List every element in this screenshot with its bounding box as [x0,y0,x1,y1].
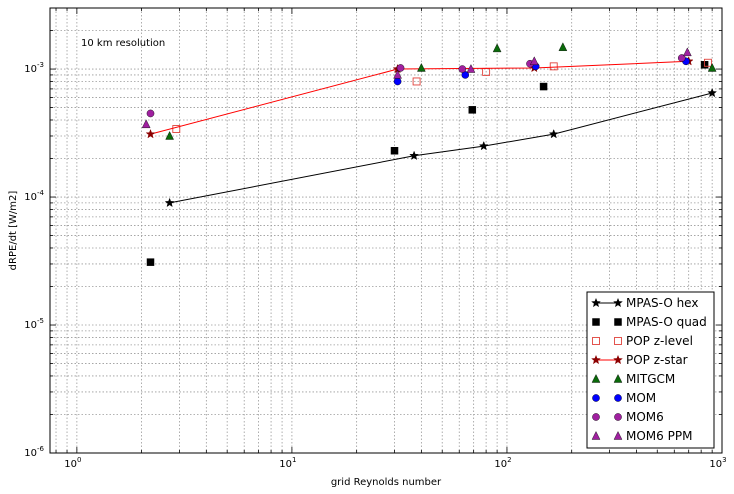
data-point-mom6-ppm [529,56,539,65]
y-tick-label-base: 10 [24,64,37,75]
y-tick-label: 10-3 [24,61,44,75]
x-tick-label: 100 [64,456,81,470]
y-tick-label: 10-5 [24,317,44,331]
data-point-mom6 [677,54,686,62]
data-point-pop-z-level [172,125,181,133]
legend-item-mpas-o-quad: MPAS-O quad [592,315,707,329]
legend-label: POP z-star [626,353,688,367]
x-tick-label-exponent: 1 [292,456,296,464]
series-group [141,42,718,266]
legend-label: MITGCM [626,372,675,386]
legend-label: MPAS-O quad [626,315,707,329]
x-tick-label: 102 [494,456,511,470]
legend-marker [613,354,623,365]
x-axis-label: grid Reynolds number [331,477,442,488]
y-tick-label-exponent: -5 [37,317,44,325]
series-mom6-ppm [141,47,692,129]
y-tick-label: 10-6 [24,445,44,459]
legend-marker [613,374,623,383]
y-tick-label-exponent: -4 [37,189,45,197]
legend-marker [592,337,600,345]
axes-frame [49,7,723,454]
legend-marker [592,394,600,402]
y-tick-label-base: 10 [24,192,37,203]
data-point-pop-z-level [703,58,712,67]
y-tick-label: 10-4 [24,189,44,203]
y-tick-label-base: 10 [24,320,37,331]
legend-item-mom6: MOM6 [592,410,664,424]
series-mitgcm [165,42,717,140]
data-point-mpas-o-quad [468,106,477,114]
x-tick-label-base: 10 [64,459,77,470]
data-point-mpas-o-hex [478,140,489,151]
legend-item-mom: MOM [592,391,656,405]
series-mpas-o-hex [164,87,718,208]
legend-marker [614,413,622,421]
legend-marker [592,413,600,421]
legend-item-pop-z-level: POP z-level [592,334,693,348]
data-point-mpas-o-hex [164,197,175,208]
data-point-mitgcm [558,42,568,51]
data-point-mom6 [458,65,467,73]
legend-label: POP z-level [626,334,693,348]
data-point-pop-z-star [145,128,156,139]
x-tick-label-base: 10 [709,459,722,470]
y-tick-label-exponent: -3 [37,61,44,69]
legend-label: MPAS-O hex [626,296,698,310]
data-point-mpas-o-quad [390,146,399,155]
legend-label: MOM [626,391,656,405]
data-point-mitgcm [707,63,717,72]
legend-label: MOM6 [626,410,664,424]
data-point-mom6-ppm [141,119,151,129]
series-mom6 [146,54,686,118]
data-point-mpas-o-hex [548,128,559,139]
data-point-mitgcm [417,63,426,72]
legend-marker [592,318,600,326]
data-point-mpas-o-quad [146,258,155,266]
data-point-mom6-ppm [683,47,692,57]
data-point-pop-z-level [412,77,421,86]
x-tick-label-exponent: 0 [77,456,81,464]
legend-marker [614,318,622,326]
data-point-mom [393,77,402,86]
data-point-mpas-o-hex [707,87,718,98]
x-tick-label: 101 [279,456,296,470]
y-axis-label: dRPE/dt [W/m2] [8,191,19,271]
y-tick-label-exponent: -6 [37,445,45,453]
data-point-mom6 [146,109,155,118]
x-tick-label-exponent: 2 [507,456,511,464]
x-tick-label: 103 [709,456,726,470]
data-point-mom6-ppm [393,69,402,79]
legend-item-mpas-o-hex: MPAS-O hex [591,296,698,310]
legend-marker [613,297,623,308]
resolution-annotation: 10 km resolution [81,38,165,49]
legend-item-mom6-ppm: MOM6 PPM [591,429,692,443]
legend-marker [591,354,601,365]
x-tick-label-exponent: 3 [722,456,726,464]
legend-marker [591,374,601,383]
grid [50,8,722,453]
legend-marker [614,394,622,402]
x-tick-label-base: 10 [494,459,507,470]
legend-box [586,291,715,449]
legend-marker [591,297,601,308]
data-point-mitgcm [492,43,502,53]
legend-marker [613,431,623,440]
data-point-mom6-ppm [466,64,476,73]
x-tick-label-base: 10 [279,459,292,470]
legend-item-pop-z-star: POP z-star [591,353,688,367]
legend-item-mitgcm: MITGCM [591,372,675,386]
data-point-mpas-o-hex [409,150,420,161]
legend-marker [614,337,622,345]
y-tick-label-base: 10 [24,448,37,459]
data-point-mpas-o-quad [539,82,548,91]
legend-label: MOM6 PPM [626,429,692,443]
legend-marker [591,431,601,440]
legend: MPAS-O hex MPAS-O quad POP z-level POP z-st… [586,291,715,449]
data-point-pop-z-level [549,62,558,71]
data-point-mitgcm [165,131,174,140]
data-point-mom6 [396,64,405,72]
